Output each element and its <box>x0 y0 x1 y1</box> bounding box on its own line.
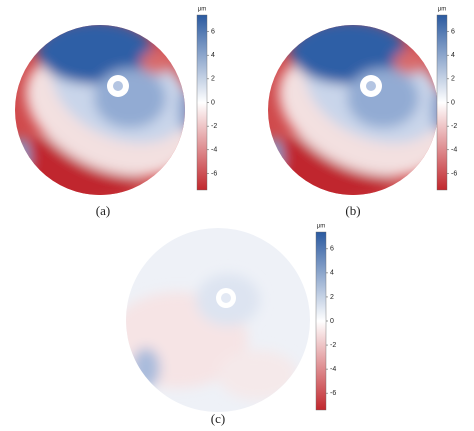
colorbar-tick-label: 6 <box>211 28 215 35</box>
colorbar-tick-label: -4 <box>451 147 457 154</box>
colorbar-tick-label: 0 <box>211 99 215 106</box>
heatmap-a <box>0 16 212 205</box>
colorbar-tick-label: -6 <box>211 170 217 177</box>
colorbar-tick-label: 4 <box>451 52 455 59</box>
colorbar <box>315 231 327 411</box>
colorbar-tick-label: 6 <box>330 246 334 253</box>
colorbar-tick-label: -4 <box>211 147 217 154</box>
colorbar-tick-label: 4 <box>330 270 334 277</box>
colorbar-unit: μm <box>317 224 325 230</box>
panel-caption: (b) <box>345 203 360 218</box>
colorbar-tick-label: -2 <box>451 123 457 130</box>
colorbar-tick-label: 2 <box>451 76 455 83</box>
colorbar-tick-label: -2 <box>330 342 336 349</box>
colorbar-tick-label: 0 <box>330 318 334 325</box>
panel-caption: (a) <box>96 203 110 218</box>
colorbar-tick-label: -6 <box>451 170 457 177</box>
colorbar-tick-label: 2 <box>330 294 334 301</box>
colorbar-unit: μm <box>438 7 446 13</box>
colorbar <box>196 14 208 191</box>
panel-caption: (c) <box>211 411 225 426</box>
heatmap-c <box>126 228 310 412</box>
colorbar-tick-label: 0 <box>451 99 455 106</box>
colorbar <box>436 14 448 191</box>
colorbar-tick-label: 4 <box>211 52 215 59</box>
heatmap-b <box>248 16 465 205</box>
colorbar-unit: μm <box>198 7 206 13</box>
colorbar-tick-label: -2 <box>211 123 217 130</box>
colorbar-tick-label: -4 <box>330 366 336 373</box>
colorbar-tick-label: -6 <box>330 390 336 397</box>
colorbar-tick-label: 6 <box>451 28 455 35</box>
colorbar-tick-label: 2 <box>211 76 215 83</box>
